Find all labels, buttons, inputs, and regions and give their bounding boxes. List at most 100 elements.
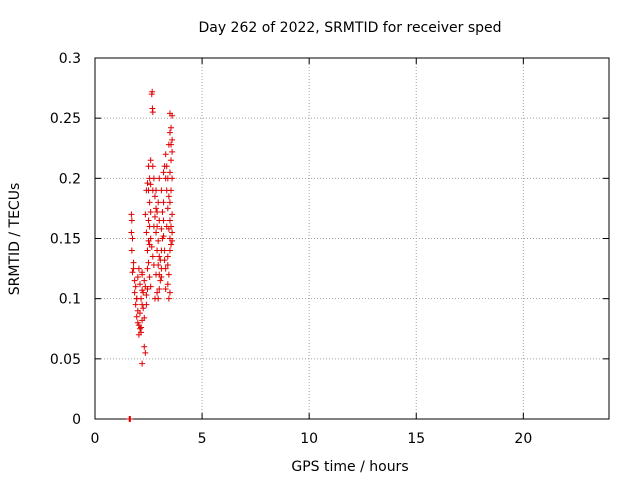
data-point [165,271,172,278]
data-point [154,209,161,216]
scatter-points [126,88,176,422]
data-point [153,229,160,236]
data-point [166,289,173,296]
x-tick-label: 10 [300,431,318,447]
data-point [162,265,169,272]
data-point [168,241,175,248]
data-point [153,205,160,212]
data-point [144,265,151,272]
data-point [166,247,173,254]
data-point [164,261,171,268]
x-tick-label: 20 [514,431,532,447]
data-point [155,199,162,206]
data-point [144,247,151,254]
data-point [161,247,168,254]
data-point [154,289,161,296]
data-point [143,292,150,299]
data-point [156,217,163,224]
data-point [162,286,169,293]
data-point [145,237,152,244]
x-tick-label: 5 [198,431,207,447]
data-point [132,283,139,290]
data-point [165,193,172,200]
data-point [160,233,167,240]
data-point [168,187,175,194]
data-point [166,169,173,176]
data-point [136,310,143,317]
data-point [149,88,156,95]
data-point [130,259,137,266]
data-point [151,193,158,200]
data-point [135,265,142,272]
y-tick-label: 0.1 [59,292,81,308]
data-point [127,416,134,422]
grid [95,58,609,419]
y-tick-label: 0.05 [50,352,81,368]
data-point [166,129,173,136]
data-point [131,289,138,296]
data-point [147,283,154,290]
data-point [148,243,155,250]
data-point [147,157,154,164]
data-point [151,213,158,220]
data-point [144,180,151,187]
data-point [130,265,137,272]
data-point [166,217,173,224]
data-point [149,253,156,260]
data-point [134,274,141,281]
data-point [169,211,176,218]
data-point [139,287,146,294]
data-point [169,175,176,182]
data-point [141,314,148,321]
data-point [165,141,172,148]
data-point [141,277,148,284]
data-point [143,187,150,194]
data-point [166,110,173,117]
data-point [145,259,152,266]
data-point [163,223,170,230]
data-point [139,360,146,367]
data-point [128,229,135,236]
data-point [128,217,135,224]
data-point [143,301,150,308]
data-point [169,136,176,143]
x-axis-ticks: 0 5 10 15 20 [91,58,532,447]
data-point [138,324,145,331]
y-tick-label: 0.3 [59,51,81,67]
data-point [156,253,163,260]
data-point [169,229,176,236]
data-point [150,223,157,230]
data-point [147,209,154,216]
data-point [163,163,170,170]
data-point [136,325,143,332]
data-point [153,187,160,194]
data-point [162,151,169,158]
data-point [160,169,167,176]
data-point [166,199,173,206]
data-point [136,281,143,288]
data-point [135,331,142,338]
data-point [147,181,154,188]
data-point [161,257,168,264]
data-point [164,253,171,260]
data-point [129,269,136,276]
y-tick-label: 0.2 [59,171,81,187]
data-point [142,211,149,218]
data-point [128,211,135,218]
data-point [141,343,148,350]
data-point [155,295,162,302]
data-point [156,175,163,182]
x-tick-label: 0 [91,431,100,447]
data-point [143,229,150,236]
data-point [129,235,136,242]
data-point [164,281,171,288]
data-point [157,277,164,284]
data-point [169,148,176,155]
y-tick-label: 0.15 [50,232,81,248]
data-point [150,261,157,268]
data-point [128,247,135,254]
data-point [168,157,175,164]
x-axis-label: GPS time / hours [291,459,408,475]
data-point [155,237,162,244]
